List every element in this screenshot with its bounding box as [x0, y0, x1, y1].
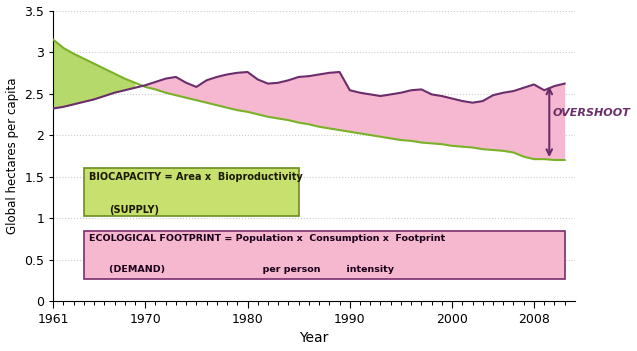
Text: BIOCAPACITY = Area x  Bioproductivity: BIOCAPACITY = Area x Bioproductivity — [89, 172, 303, 181]
Bar — [84, 168, 299, 216]
Text: OVERSHOOT: OVERSHOOT — [552, 108, 630, 119]
Bar — [84, 231, 564, 279]
X-axis label: Year: Year — [299, 331, 329, 345]
Text: ECOLOGICAL FOOTPRINT = Population x  Consumption x  Footprint: ECOLOGICAL FOOTPRINT = Population x Cons… — [89, 234, 445, 243]
Text: (SUPPLY): (SUPPLY) — [110, 205, 159, 215]
Y-axis label: Global hectares per capita: Global hectares per capita — [6, 78, 18, 234]
Text: (DEMAND)                              per person        intensity: (DEMAND) per person intensity — [110, 265, 394, 274]
